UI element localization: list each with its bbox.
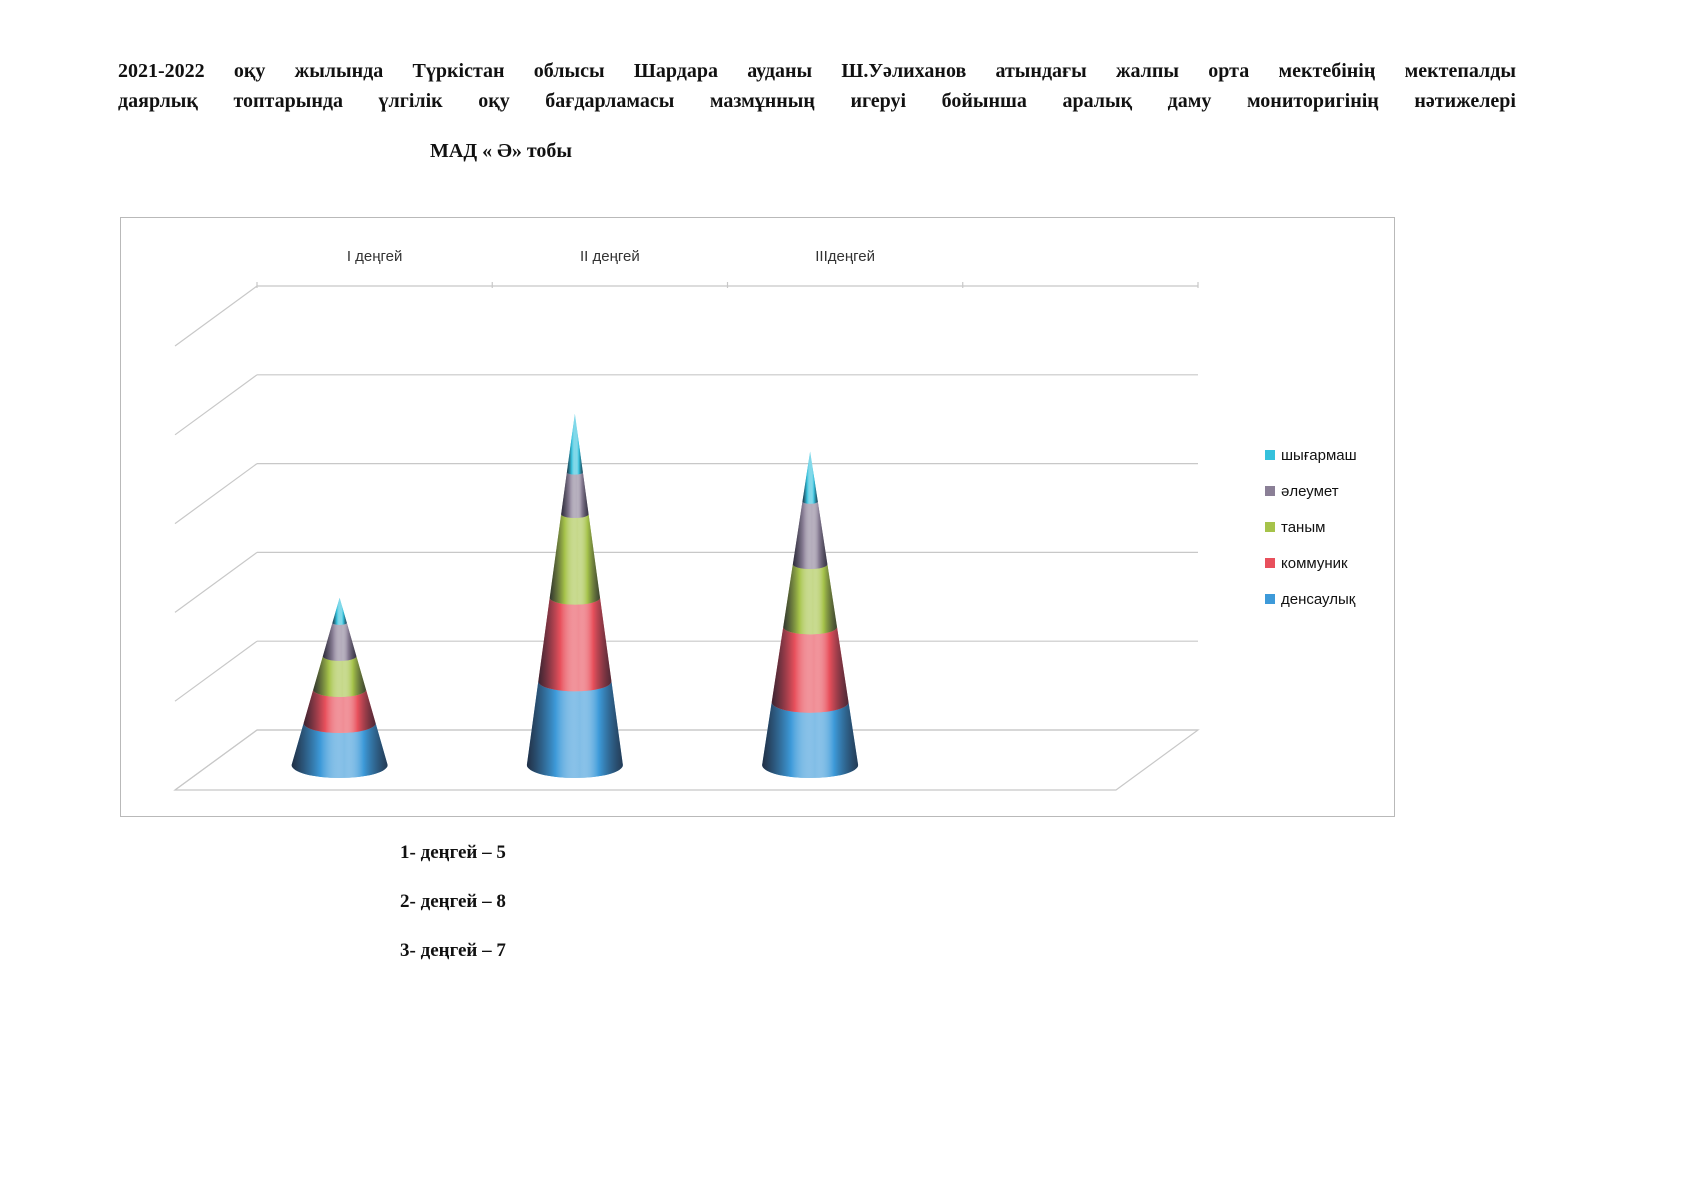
legend-label: денсаулық	[1281, 590, 1356, 608]
chart-frame	[120, 217, 1395, 817]
cone-3	[762, 451, 859, 778]
gridline-depth	[174, 285, 258, 347]
legend-swatch	[1265, 558, 1275, 568]
cone-segment-shade	[313, 656, 367, 697]
legend-swatch	[1265, 450, 1275, 460]
page-title: 2021-2022 оқу жылында Түркістан облысы Ш…	[118, 56, 1516, 116]
category-label: І деңгей	[347, 248, 403, 265]
title-line-2: даярлық топтарында үлгілік оқу бағдарлам…	[118, 90, 1516, 112]
cone-segment-shade	[526, 681, 623, 778]
cone-2	[526, 413, 623, 778]
cone-segment-shade	[549, 514, 601, 605]
legend-label: коммуник	[1281, 554, 1348, 572]
gridline-depth	[174, 551, 258, 613]
level-summary-2: 2- деңгей – 8	[400, 891, 506, 912]
group-subtitle: МАД « Ә» тобы	[430, 140, 573, 162]
level-summary-1: 1- деңгей – 5	[400, 842, 506, 863]
cone-segment-shade	[561, 472, 589, 518]
level-summary: 1- деңгей – 5 2- деңгей – 8 3- деңгей – …	[400, 842, 506, 989]
cone-segment-shade	[783, 564, 838, 635]
cone-segment-shade	[771, 627, 849, 713]
gridline-depth	[174, 463, 258, 525]
legend-swatch	[1265, 486, 1275, 496]
legend-label: әлеумет	[1281, 482, 1339, 500]
legend-item: әлеумет	[1265, 473, 1357, 509]
cone-segment-shade	[802, 451, 818, 504]
legend-swatch	[1265, 594, 1275, 604]
legend-item: коммуник	[1265, 545, 1357, 581]
legend-swatch	[1265, 522, 1275, 532]
cone-segment-shade	[332, 597, 347, 625]
cone-segment-shade	[322, 622, 357, 661]
chart-legend: шығармаш әлеумет таным коммуник денсаулық	[1265, 437, 1357, 617]
cone-segment-shade	[291, 723, 388, 778]
legend-item: денсаулық	[1265, 581, 1357, 617]
legend-item: таным	[1265, 509, 1357, 545]
chart-floor	[173, 729, 1200, 791]
cone-segment-shade	[538, 597, 612, 692]
title-line-1: 2021-2022 оқу жылында Түркістан облысы Ш…	[118, 60, 1516, 82]
gridline-depth	[174, 374, 258, 436]
cone-chart: І деңгей ІІ деңгей ІІІдеңгей	[173, 248, 1200, 791]
level-summary-3: 3- деңгей – 7	[400, 940, 506, 961]
cone-segment-shade	[792, 501, 828, 570]
cone-segment-shade	[566, 413, 583, 475]
category-label: ІІІдеңгей	[815, 248, 875, 265]
cone-segment-shade	[762, 702, 859, 778]
cone-1	[291, 597, 388, 778]
category-label: ІІ деңгей	[580, 248, 640, 265]
gridline-depth	[174, 640, 258, 702]
cone-segment-shade	[303, 689, 376, 733]
legend-item: шығармаш	[1265, 437, 1357, 473]
legend-label: шығармаш	[1281, 446, 1357, 464]
legend-label: таным	[1281, 518, 1326, 536]
